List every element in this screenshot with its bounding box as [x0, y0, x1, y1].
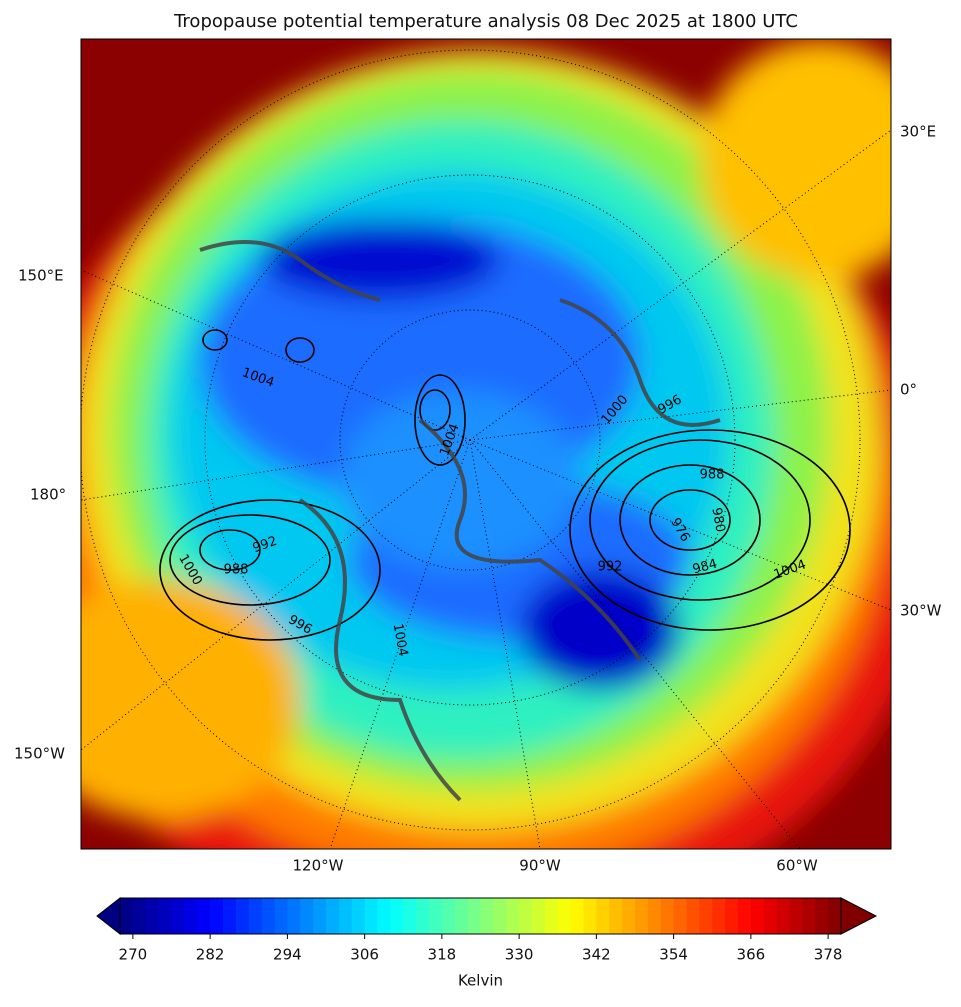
title: Tropopause potential temperature analysi…	[173, 11, 798, 32]
colorbar-block	[171, 898, 185, 934]
colorbar-block	[506, 898, 520, 934]
colorbar-label: Kelvin	[458, 972, 503, 990]
colorbar-block	[480, 898, 494, 934]
colorbar-tick-label: 318	[428, 946, 457, 964]
colorbar-block	[609, 898, 623, 934]
colorbar-block	[635, 898, 649, 934]
colorbar-extension-high	[840, 897, 878, 935]
colorbar-tick-label: 330	[505, 946, 534, 964]
longitude-label: 30°E	[900, 123, 936, 141]
map-frame	[80, 38, 892, 850]
colorbar-block	[828, 898, 842, 934]
colorbar-block	[712, 898, 726, 934]
colorbar-block	[544, 898, 559, 934]
colorbar-block	[802, 898, 816, 934]
contour-label: 992	[598, 560, 623, 575]
colorbar-tick-label: 282	[196, 946, 225, 964]
colorbar: 270 282 294 306 318 330 342 354 366 378 Kelvin	[96, 896, 878, 990]
colorbar-block	[364, 898, 378, 934]
colorbar-block	[351, 898, 366, 934]
colorbar-block	[120, 898, 134, 934]
colorbar-block	[338, 898, 353, 934]
colorbar-extension-low	[96, 896, 121, 936]
longitude-label: 0°	[900, 381, 917, 399]
graticule	[81, 49, 891, 849]
colorbar-block	[145, 898, 160, 934]
longitude-label: 150°W	[14, 745, 65, 763]
contour-label: 1004	[390, 622, 411, 657]
longitude-label: 180°	[30, 486, 66, 504]
colorbar-block	[570, 898, 584, 934]
colorbar-block	[789, 898, 803, 934]
colorbar-block	[532, 898, 546, 934]
contour-label: 988	[700, 468, 725, 483]
colorbar-block	[647, 898, 662, 934]
colorbar-block	[326, 898, 340, 934]
colorbar-block	[776, 898, 790, 934]
contour-label: 980	[708, 506, 727, 533]
colorbar-block	[210, 898, 224, 934]
colorbar-tick-label: 306	[350, 946, 379, 964]
colorbar-block	[454, 898, 469, 934]
colorbar-block	[441, 898, 456, 934]
colorbar-tick-label: 294	[273, 946, 302, 964]
colorbar-tick-label: 342	[582, 946, 611, 964]
contour-label: 984	[691, 557, 719, 578]
colorbar-block	[429, 898, 443, 934]
colorbar-block	[416, 898, 430, 934]
pressure-contours	[159, 329, 851, 641]
colorbar-tick-label: 354	[659, 946, 688, 964]
colorbar-block	[184, 898, 198, 934]
longitude-label: 90°W	[519, 857, 561, 875]
colorbar-block	[132, 898, 147, 934]
colorbar-block	[557, 898, 572, 934]
colorbar-tick-label: 366	[737, 946, 766, 964]
colorbar-tick-label: 270	[119, 946, 148, 964]
colorbar-block	[519, 898, 533, 934]
colorbar-block	[815, 898, 829, 934]
colorbar-block	[313, 898, 327, 934]
colorbar-block	[686, 898, 700, 934]
colorbar-block	[261, 898, 275, 934]
colorbar-block	[248, 898, 263, 934]
colorbar-block	[403, 898, 417, 934]
colorbar-block	[763, 898, 778, 934]
colorbar-block	[158, 898, 172, 934]
longitude-label: 30°W	[900, 602, 942, 620]
colorbar-block	[725, 898, 739, 934]
longitude-label: 60°W	[776, 857, 818, 875]
longitude-label: 120°W	[293, 857, 344, 875]
colorbar-block	[274, 898, 288, 934]
colorbar-block	[596, 898, 610, 934]
colorbar-block	[390, 898, 404, 934]
colorbar-block	[583, 898, 597, 934]
contour-label: 988	[224, 563, 249, 578]
temperature-field	[81, 40, 891, 849]
colorbar-block	[377, 898, 391, 934]
colorbar-block	[673, 898, 687, 934]
colorbar-block	[622, 898, 636, 934]
colorbar-block	[197, 898, 211, 934]
colorbar-block	[467, 898, 481, 934]
longitude-labels: 30°E 150°E 0° 180° 30°W 150°W 120°W 90°W 60°W	[14, 123, 942, 875]
colorbar-tick-label: 378	[814, 946, 843, 964]
coastlines	[199, 240, 721, 802]
colorbar-block	[287, 898, 301, 934]
longitude-label: 150°E	[18, 267, 64, 285]
colorbar-frame	[119, 897, 842, 935]
colorbar-block	[660, 898, 675, 934]
colorbar-block	[235, 898, 250, 934]
colorbar-block	[738, 898, 752, 934]
colorbar-block	[223, 898, 237, 934]
colorbar-block	[493, 898, 507, 934]
colorbar-block	[750, 898, 765, 934]
colorbar-block	[300, 898, 314, 934]
colorbar-block	[699, 898, 713, 934]
